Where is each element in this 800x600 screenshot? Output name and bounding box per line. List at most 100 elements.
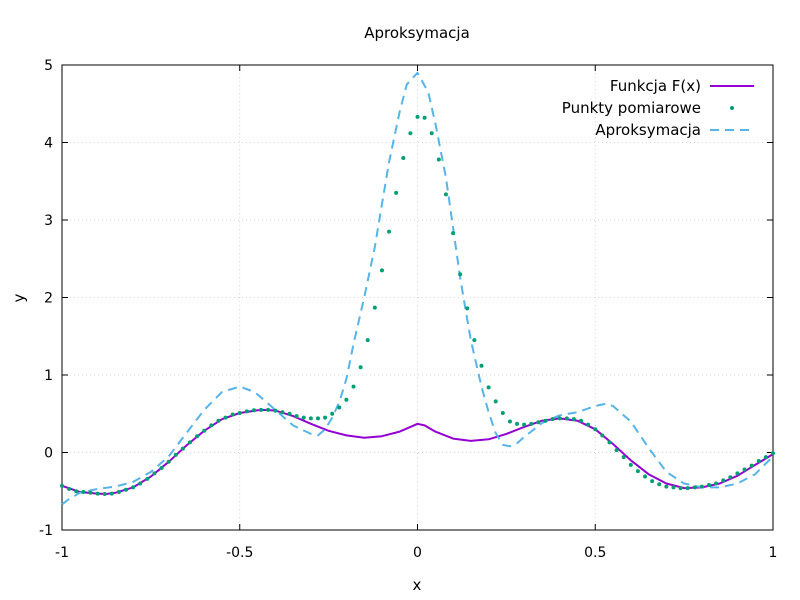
- legend-label-funkcja: Funkcja F(x): [610, 77, 701, 95]
- data-point: [159, 466, 164, 470]
- data-point: [742, 467, 747, 472]
- data-point: [458, 272, 463, 277]
- y-tick-label: 2: [44, 291, 53, 307]
- data-point: [109, 491, 114, 496]
- data-point: [308, 416, 313, 421]
- data-point: [643, 474, 648, 479]
- x-tick-label: -0.5: [226, 545, 253, 561]
- data-point: [479, 363, 484, 368]
- data-point: [60, 483, 64, 488]
- x-tick-label: -1: [55, 545, 69, 561]
- data-point: [607, 440, 612, 445]
- data-point: [152, 471, 157, 476]
- data-point: [202, 428, 207, 433]
- data-point: [387, 229, 392, 234]
- data-point: [74, 489, 79, 494]
- data-point: [493, 399, 498, 404]
- x-tick-label: 1: [769, 545, 778, 561]
- data-point: [116, 490, 121, 495]
- data-point: [678, 486, 683, 491]
- y-tick-label: 1: [44, 368, 53, 384]
- data-point: [415, 114, 420, 119]
- data-point: [251, 408, 256, 413]
- data-point: [365, 338, 370, 343]
- data-point: [621, 455, 626, 460]
- data-point: [671, 485, 676, 490]
- data-point: [763, 455, 768, 460]
- y-tick-label: 5: [44, 58, 53, 74]
- data-point: [522, 422, 527, 427]
- data-point: [259, 407, 264, 412]
- data-point: [515, 421, 520, 426]
- legend-swatch-punkty: [730, 106, 734, 110]
- series-line-aproksymacja: [61, 71, 774, 506]
- data-point: [330, 411, 335, 416]
- data-point: [699, 484, 704, 489]
- data-point: [486, 385, 491, 390]
- data-point: [586, 422, 591, 427]
- data-point: [614, 448, 619, 453]
- data-point: [301, 415, 306, 420]
- data-point: [557, 416, 562, 421]
- data-point: [657, 482, 662, 487]
- data-point: [95, 491, 100, 496]
- data-point: [67, 486, 72, 491]
- data-point: [287, 411, 292, 416]
- data-point: [394, 190, 399, 195]
- data-point: [81, 490, 86, 495]
- data-point: [465, 306, 470, 311]
- data-point: [735, 471, 740, 476]
- data-point: [123, 487, 128, 492]
- data-point: [529, 421, 534, 426]
- data-point: [507, 419, 512, 424]
- data-point: [550, 417, 555, 422]
- data-point: [131, 485, 136, 490]
- data-point: [707, 483, 712, 488]
- data-point: [337, 405, 342, 410]
- ticks: -1 -0.5 0 0.5 1 -1 0 1 2 3 4 5: [39, 58, 777, 561]
- data-point: [244, 409, 249, 414]
- data-point: [408, 131, 413, 136]
- x-tick-label: 0: [413, 545, 422, 561]
- data-point: [187, 440, 192, 445]
- data-point: [756, 459, 761, 464]
- data-point: [472, 338, 477, 343]
- data-point: [451, 231, 456, 236]
- data-point: [230, 412, 235, 417]
- chart-title: Aproksymacja: [364, 24, 470, 42]
- data-point: [443, 192, 448, 197]
- x-axis-label: x: [413, 576, 422, 594]
- x-tick-label: 0.5: [584, 545, 606, 561]
- data-point: [579, 418, 584, 423]
- data-point: [180, 446, 185, 451]
- data-point: [351, 384, 356, 389]
- data-point: [628, 462, 633, 467]
- grid: [62, 65, 773, 530]
- data-point: [280, 410, 285, 415]
- data-point: [721, 478, 726, 483]
- data-point: [315, 416, 320, 421]
- data-point: [728, 475, 733, 480]
- legend: Funkcja F(x) Punkty pomiarowe Aproksymac…: [562, 77, 754, 139]
- data-point: [650, 479, 655, 484]
- data-point: [266, 407, 271, 412]
- data-point: [664, 484, 669, 489]
- data-point: [749, 463, 754, 468]
- y-tick-label: 0: [44, 446, 53, 462]
- data-point: [273, 408, 278, 413]
- data-point: [685, 486, 690, 491]
- data-point: [195, 434, 200, 439]
- data-point: [714, 481, 719, 486]
- data-point: [429, 131, 434, 136]
- data-point: [166, 459, 171, 464]
- data-point: [564, 416, 569, 421]
- data-point: [223, 415, 228, 420]
- data-point: [500, 410, 505, 415]
- data-point: [323, 415, 328, 420]
- series-layer: [60, 71, 775, 506]
- data-point: [771, 451, 775, 456]
- data-point: [138, 481, 143, 486]
- data-point: [237, 410, 242, 415]
- data-point: [372, 305, 377, 310]
